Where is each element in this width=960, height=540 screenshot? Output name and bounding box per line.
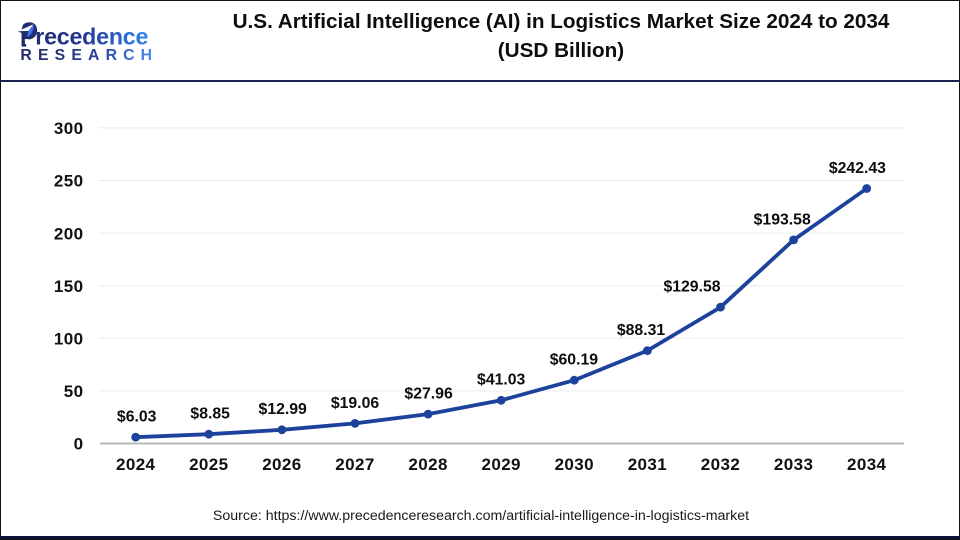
svg-text:$6.03: $6.03 bbox=[117, 409, 157, 426]
svg-text:2024: 2024 bbox=[116, 455, 156, 474]
svg-text:250: 250 bbox=[54, 172, 84, 191]
svg-text:$88.31: $88.31 bbox=[617, 322, 666, 339]
svg-text:200: 200 bbox=[54, 224, 84, 243]
svg-text:150: 150 bbox=[54, 277, 84, 296]
svg-text:$27.96: $27.96 bbox=[404, 386, 453, 403]
svg-text:$12.99: $12.99 bbox=[259, 401, 308, 418]
svg-text:$19.06: $19.06 bbox=[331, 395, 380, 412]
svg-text:0: 0 bbox=[74, 435, 84, 454]
svg-text:2034: 2034 bbox=[847, 455, 887, 474]
svg-text:2027: 2027 bbox=[335, 455, 374, 474]
svg-text:2028: 2028 bbox=[408, 455, 447, 474]
svg-text:$242.43: $242.43 bbox=[829, 160, 886, 177]
svg-text:2029: 2029 bbox=[481, 455, 520, 474]
svg-text:300: 300 bbox=[54, 119, 84, 138]
svg-text:RESEARCH: RESEARCH bbox=[20, 47, 158, 64]
svg-text:2025: 2025 bbox=[189, 455, 228, 474]
svg-text:50: 50 bbox=[64, 382, 84, 401]
svg-text:$41.03: $41.03 bbox=[477, 372, 526, 389]
svg-text:100: 100 bbox=[54, 330, 84, 349]
svg-text:Precedence: Precedence bbox=[20, 23, 148, 49]
svg-text:$60.19: $60.19 bbox=[550, 352, 599, 369]
svg-text:2031: 2031 bbox=[628, 455, 667, 474]
svg-text:2033: 2033 bbox=[774, 455, 813, 474]
svg-text:$129.58: $129.58 bbox=[663, 279, 720, 296]
svg-text:$193.58: $193.58 bbox=[754, 211, 811, 228]
svg-text:2030: 2030 bbox=[555, 455, 594, 474]
svg-text:2026: 2026 bbox=[262, 455, 301, 474]
svg-text:2032: 2032 bbox=[701, 455, 740, 474]
svg-text:$8.85: $8.85 bbox=[190, 406, 230, 423]
